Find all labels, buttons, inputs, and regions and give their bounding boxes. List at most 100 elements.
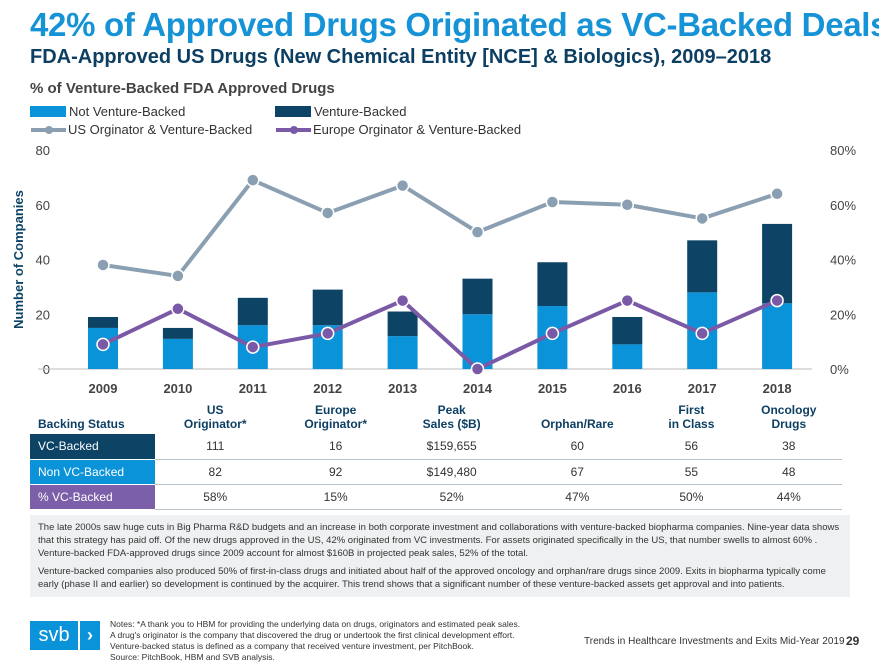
- y-axis-title: Number of Companies: [11, 190, 26, 329]
- bar-vc: [312, 289, 343, 326]
- x-tick-label: 2014: [463, 381, 493, 396]
- note-line: A drug's originator is the company that …: [110, 630, 515, 640]
- table-header: Europe Originator*: [304, 403, 368, 431]
- table-cell: 111: [155, 434, 276, 460]
- note-line: Notes: *A thank you to HBM for providing…: [110, 619, 521, 629]
- bar-not-vc: [612, 344, 643, 369]
- svb-logo: svb ›: [30, 621, 100, 650]
- x-tick-label: 2012: [313, 381, 342, 396]
- page-title: 42% of Approved Drugs Originated as VC-B…: [30, 6, 879, 43]
- table-cell: 15%: [275, 484, 396, 510]
- legend-line-marker: [31, 125, 66, 134]
- x-tick-label: 2017: [688, 381, 717, 396]
- legend-label: Europe Orginator & Venture-Backed: [313, 122, 522, 137]
- legend-label: US Orginator & Venture-Backed: [68, 122, 253, 137]
- legend-label: Venture-Backed: [314, 104, 407, 119]
- x-tick-label: 2010: [163, 381, 192, 396]
- bar-vc: [762, 223, 793, 304]
- bar-vc: [237, 297, 268, 326]
- summary-text-box: The late 2000s saw huge cuts in Big Phar…: [30, 515, 850, 597]
- page-number: 29: [846, 634, 860, 648]
- legend-swatch: [275, 106, 311, 117]
- table-cell: 48: [735, 459, 842, 485]
- page-subtitle: FDA-Approved US Drugs (New Chemical Enti…: [30, 46, 772, 68]
- legend-swatch: [30, 106, 66, 117]
- table-cell: 38: [735, 434, 842, 460]
- row-label: % VC-Backed: [30, 484, 155, 510]
- chevron-right-icon: ›: [80, 621, 100, 650]
- legend-label: Not Venture-Backed: [69, 104, 186, 119]
- x-tick-label: 2009: [89, 381, 118, 396]
- summary-paragraph: The late 2000s saw huge cuts in Big Phar…: [38, 522, 840, 559]
- table-cell: 44%: [735, 484, 842, 510]
- table-cell: 16: [275, 434, 396, 460]
- bar-vc: [537, 262, 568, 307]
- table-cell: 58%: [155, 484, 276, 510]
- bar-vc: [612, 316, 643, 345]
- bar-not-vc: [162, 338, 193, 369]
- chart-title: % of Venture-Backed FDA Approved Drugs: [30, 80, 335, 97]
- y-tick-label: 80: [36, 143, 50, 158]
- row-label: VC-Backed: [30, 434, 155, 460]
- y2-tick-label: 80%: [830, 143, 856, 158]
- x-tick-label: 2013: [388, 381, 417, 396]
- logo-text: svb: [30, 621, 78, 650]
- europe-point: [320, 326, 335, 341]
- summary-paragraph: Venture-backed companies also produced 5…: [38, 566, 826, 590]
- legend-line-marker: [276, 125, 311, 134]
- europe-point: [96, 337, 110, 352]
- y2-tick-label: 20%: [830, 307, 856, 322]
- table-header: Oncology Drugs: [761, 403, 817, 431]
- table-cell: 92: [275, 459, 396, 485]
- x-tick-label: 2016: [613, 381, 642, 396]
- us-point: [695, 211, 709, 226]
- note-line: Venture-backed status is defined as a co…: [110, 641, 474, 651]
- x-tick-label: 2011: [239, 381, 267, 396]
- europe-point: [695, 326, 709, 341]
- bar-vc: [162, 327, 193, 339]
- table-cell: 67: [507, 459, 648, 485]
- europe-point: [171, 302, 185, 316]
- table-cell: 47%: [507, 484, 648, 510]
- europe-point: [246, 340, 260, 354]
- bar-vc: [687, 240, 718, 293]
- publication-title: Trends in Healthcare Investments and Exi…: [584, 636, 845, 647]
- table-header: First in Class: [668, 403, 715, 431]
- us-point: [246, 173, 260, 187]
- us-point: [96, 258, 110, 272]
- bar-not-vc: [387, 336, 418, 369]
- x-tick-label: 2015: [538, 381, 567, 396]
- note-line: Source: PitchBook, HBM and SVB analysis.: [110, 652, 275, 662]
- us-point: [770, 187, 784, 201]
- table-cell: 56: [647, 434, 736, 460]
- us-line: [102, 178, 778, 278]
- table-cell: 50%: [647, 484, 736, 510]
- table-header: Backing Status: [38, 417, 125, 431]
- bar-vc: [88, 316, 118, 328]
- x-tick-label: 2018: [763, 381, 792, 396]
- table-header: Orphan/Rare: [540, 417, 614, 431]
- data-table: Backing Status US Originator* Europe Origi…: [30, 398, 842, 510]
- table-row: % VC-Backed 58% 15% 52% 47% 50% 44%: [30, 484, 842, 510]
- table-cell: $149,480: [395, 459, 508, 485]
- table-cell: 60: [507, 434, 648, 460]
- europe-point: [770, 293, 784, 308]
- row-label: Non VC-Backed: [30, 459, 155, 485]
- us-point: [320, 206, 335, 220]
- europe-point: [470, 362, 485, 376]
- y-tick-label: 60: [36, 198, 50, 213]
- y2-tick-label: 0%: [830, 362, 849, 377]
- us-point: [171, 269, 185, 283]
- table-cell: $159,655: [395, 434, 508, 460]
- us-point: [620, 198, 635, 212]
- table-cell: 55: [647, 459, 736, 485]
- table-cell: 82: [155, 459, 276, 485]
- y2-tick-label: 40%: [830, 253, 856, 268]
- y2-tick-label: 60%: [830, 198, 856, 213]
- bar-vc: [387, 311, 418, 337]
- legend-us-line: US Orginator & Venture-Backed: [30, 122, 252, 137]
- europe-line: [102, 298, 778, 371]
- table-header: US Originator*: [183, 403, 247, 431]
- us-point: [545, 195, 560, 209]
- y-tick-label: 40: [36, 253, 50, 268]
